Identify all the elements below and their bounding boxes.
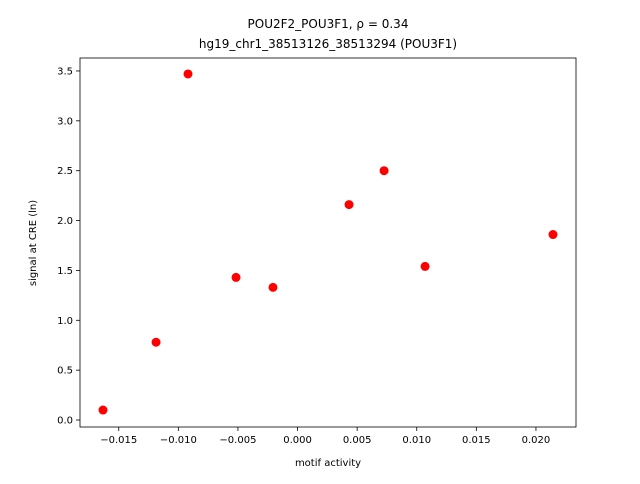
x-tick-label: −0.010 bbox=[160, 435, 197, 446]
point bbox=[268, 282, 278, 292]
point bbox=[379, 166, 389, 176]
y-tick-label: 2.0 bbox=[57, 216, 73, 227]
x-tick-label: 0.010 bbox=[402, 435, 431, 446]
y-tick-label: 0.5 bbox=[57, 366, 73, 377]
point bbox=[151, 337, 161, 347]
point bbox=[548, 230, 558, 240]
y-tick-label: 1.0 bbox=[57, 316, 73, 327]
x-axis-label: motif activity bbox=[295, 458, 361, 469]
x-tick-label: 0.020 bbox=[522, 435, 551, 446]
x-tick-label: −0.015 bbox=[100, 435, 137, 446]
point bbox=[183, 69, 193, 79]
point bbox=[98, 405, 108, 415]
y-tick-label: 2.5 bbox=[57, 166, 73, 177]
x-tick-label: 0.015 bbox=[462, 435, 491, 446]
x-tick-label: −0.005 bbox=[219, 435, 256, 446]
point bbox=[420, 261, 430, 271]
y-axis-label: signal at CRE (ln) bbox=[28, 200, 39, 286]
chart-title: POU2F2_POU3F1, ρ = 0.34 bbox=[248, 17, 409, 31]
y-tick-label: 1.5 bbox=[57, 266, 73, 277]
x-tick-label: 0.005 bbox=[343, 435, 372, 446]
y-tick-label: 0.0 bbox=[57, 416, 73, 427]
y-tick-label: 3.5 bbox=[57, 66, 73, 77]
point bbox=[231, 272, 241, 282]
point bbox=[344, 200, 354, 210]
plot-frame bbox=[79, 57, 577, 428]
chart-subtitle: hg19_chr1_38513126_38513294 (POU3F1) bbox=[199, 37, 457, 51]
x-tick-label: 0.000 bbox=[283, 435, 312, 446]
y-tick-label: 3.0 bbox=[57, 116, 73, 127]
